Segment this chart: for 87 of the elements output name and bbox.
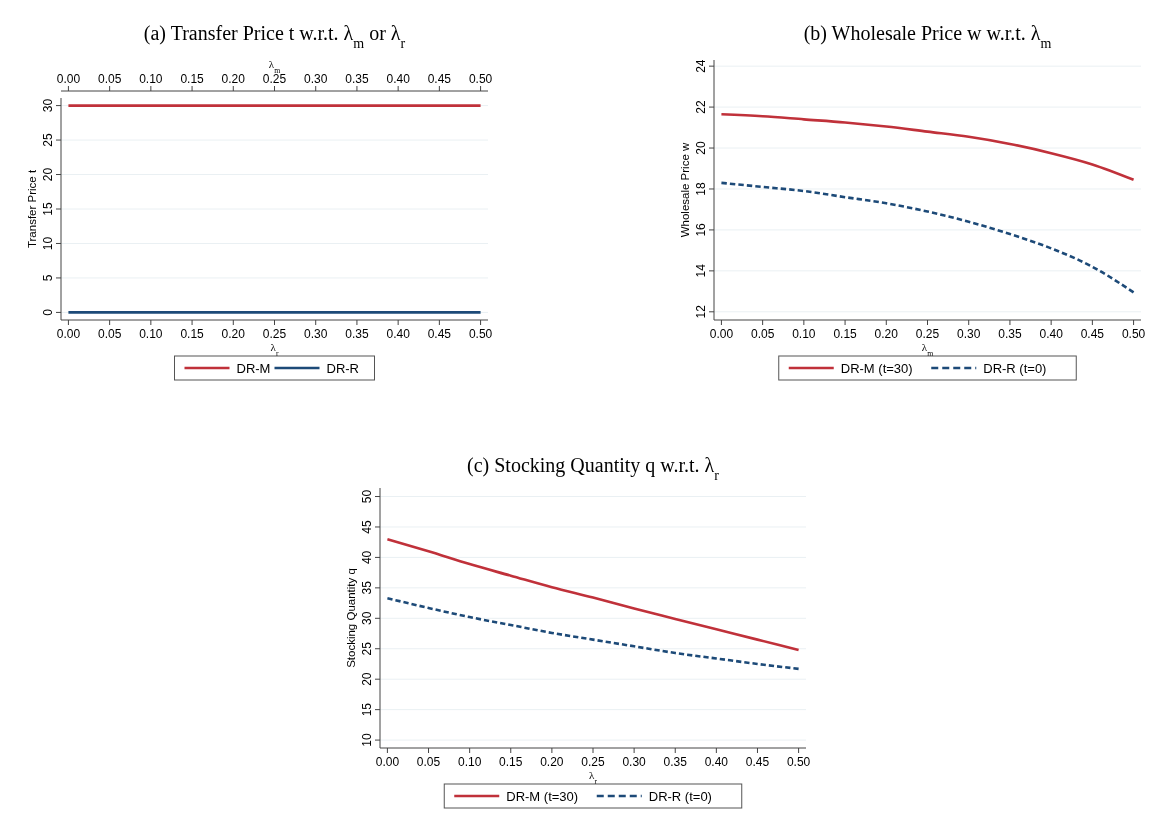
x-tick-label: 0.20 [540, 755, 564, 769]
x-tick-label: 0.10 [792, 327, 816, 341]
x-tick-label: 0.05 [750, 327, 775, 341]
y-tick-label: 20 [360, 672, 374, 686]
y-tick-label: 10 [360, 733, 374, 747]
x-tick-label: 0.35 [663, 755, 688, 769]
x2-tick-label: 0.25 [262, 72, 287, 86]
x2-tick-label: 0.15 [180, 72, 205, 86]
x-tick-label: 0.00 [709, 327, 734, 341]
y-tick-label: 30 [41, 98, 55, 113]
legend-label: DR-M (t=30) [840, 361, 913, 376]
x-tick-label: 0.45 [745, 755, 770, 769]
x-tick-label: 0.45 [427, 327, 452, 341]
y-tick-label: 15 [360, 702, 374, 717]
x-tick-label: 0.25 [262, 327, 287, 341]
y-tick-label: 5 [41, 274, 55, 282]
chart-title: (c) Stocking Quantity q w.r.t. λ$_{r}$ [467, 454, 720, 483]
x2-tick-label: 0.00 [56, 72, 81, 86]
x-tick-label: 0.35 [998, 327, 1022, 341]
y-tick-label: 12 [694, 304, 708, 319]
x-tick-label: 0.50 [468, 327, 493, 341]
legend-label: DR-M (t=30) [506, 789, 579, 804]
x2-tick-label: 0.40 [386, 72, 411, 86]
y-axis-title: Stocking Quantity q [345, 568, 357, 668]
x-tick-label: 0.40 [1039, 327, 1064, 341]
y-tick-label: 18 [694, 181, 708, 196]
x-tick-label: 0.00 [375, 755, 400, 769]
y-tick-label: 20 [694, 141, 708, 155]
y-tick-label: 25 [41, 133, 55, 147]
x2-tick-label: 0.50 [468, 72, 493, 86]
y-tick-label: 15 [41, 202, 55, 216]
line-series [720, 181, 1135, 294]
x-tick-label: 0.00 [56, 327, 81, 341]
x-tick-label: 0.45 [1080, 327, 1105, 341]
x-axis-title: λ$_{m}$ [921, 341, 934, 358]
x2-tick-label: 0.35 [345, 72, 369, 86]
x-tick-label: 0.30 [304, 327, 328, 341]
x-axis-title: λ$_{r}$ [270, 341, 279, 358]
y-tick-label: 14 [694, 263, 708, 278]
y-tick-label: 50 [360, 489, 374, 504]
y-tick-label: 40 [360, 550, 374, 565]
x-tick-label: 0.10 [457, 755, 482, 769]
x-tick-label: 0.40 [704, 755, 729, 769]
x2-tick-label: 0.10 [139, 72, 163, 86]
y-axis-title: Wholesale Price w [679, 142, 691, 238]
x-tick-label: 0.20 [874, 327, 899, 341]
x-tick-label: 0.15 [180, 327, 205, 341]
x-tick-label: 0.35 [345, 327, 369, 341]
x-tick-label: 0.15 [833, 327, 858, 341]
y-tick-label: 22 [694, 100, 708, 114]
y-tick-label: 45 [360, 519, 374, 534]
x2-tick-label: 0.20 [221, 72, 246, 86]
y-tick-label: 30 [360, 611, 374, 625]
x-axis-title: λ$_{r}$ [589, 769, 598, 786]
x2-axis-title: λ$_{m}$ [268, 58, 281, 75]
y-tick-label: 16 [694, 222, 708, 237]
y-tick-label: 20 [41, 167, 55, 182]
x-tick-label: 0.05 [416, 755, 441, 769]
y-axis-title: Transfer Price t [26, 169, 38, 249]
x-tick-label: 0.50 [786, 755, 811, 769]
legend-label: DR-R (t=0) [983, 361, 1047, 376]
legend-label: DR-M [236, 361, 271, 376]
x-tick-label: 0.15 [499, 755, 523, 769]
x-tick-label: 0.20 [221, 327, 246, 341]
x-tick-label: 0.05 [97, 327, 122, 341]
line-series [386, 596, 800, 671]
x-tick-label: 0.10 [139, 327, 163, 341]
legend-label: DR-R (t=0) [648, 789, 712, 804]
chart-title: (a) Transfer Price t w.r.t. λ$_{m}$ or λ$_{r}$ [143, 22, 406, 51]
x-tick-label: 0.40 [386, 327, 411, 341]
x-tick-label: 0.30 [622, 755, 647, 769]
y-tick-label: 25 [360, 641, 374, 656]
x-tick-label: 0.25 [581, 755, 605, 769]
y-tick-label: 35 [360, 580, 374, 595]
x2-tick-label: 0.45 [427, 72, 452, 86]
chart-title: (b) Wholesale Price w w.r.t. λ$_{m}$ [803, 22, 1052, 51]
y-tick-label: 10 [41, 236, 55, 251]
y-tick-label: 24 [694, 59, 708, 73]
y-tick-label: 0 [41, 308, 55, 316]
x-tick-label: 0.25 [915, 327, 940, 341]
line-series [386, 537, 800, 652]
x-tick-label: 0.50 [1121, 327, 1146, 341]
x2-tick-label: 0.05 [97, 72, 122, 86]
legend-label: DR-R [326, 361, 359, 376]
x2-tick-label: 0.30 [304, 72, 328, 86]
line-series [720, 112, 1135, 182]
x-tick-label: 0.30 [957, 327, 981, 341]
